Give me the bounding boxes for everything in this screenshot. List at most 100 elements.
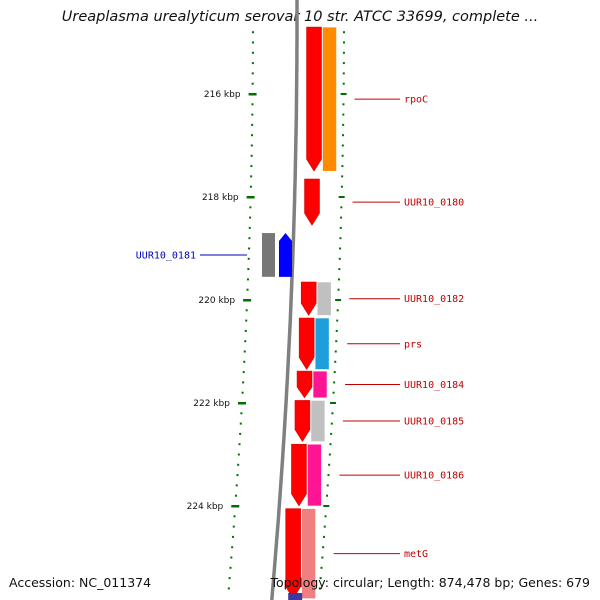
tick-mark bbox=[248, 247, 251, 250]
map-title: Ureaplasma urealyticum serovar 10 str. A… bbox=[61, 9, 539, 25]
tick-mark bbox=[319, 577, 322, 580]
tick-mark bbox=[231, 546, 234, 549]
tick-mark bbox=[243, 360, 246, 363]
gene-label-UUR10_0185[interactable]: UUR10_0185 bbox=[404, 417, 464, 428]
gene-label-UUR10_0186[interactable]: UUR10_0186 bbox=[404, 471, 464, 482]
tick-label-224: 224 kbp bbox=[187, 502, 224, 512]
tick-mark bbox=[341, 165, 344, 168]
gene-label-UUR10_0184[interactable]: UUR10_0184 bbox=[404, 380, 464, 391]
tick-mark bbox=[248, 226, 251, 229]
tick-mark bbox=[245, 309, 248, 312]
tick-mark bbox=[233, 515, 236, 518]
gene-UUR10_0182-arrow[interactable] bbox=[300, 281, 317, 316]
tick-mark bbox=[333, 381, 336, 384]
gene-UUR10_0181-arrow[interactable] bbox=[279, 233, 292, 277]
tick-mark bbox=[336, 309, 339, 312]
gene-rpoC-arrow[interactable] bbox=[306, 26, 322, 172]
tick-label-218: 218 kbp bbox=[202, 193, 239, 203]
tick-mark bbox=[339, 226, 342, 229]
tick-mark bbox=[326, 484, 329, 487]
tick-mark bbox=[239, 422, 242, 425]
tick-mark bbox=[338, 196, 345, 198]
gene-prs-cog-block bbox=[314, 317, 330, 370]
tick-mark bbox=[328, 463, 331, 466]
tick-mark bbox=[336, 319, 339, 322]
major-tick bbox=[243, 299, 252, 302]
tick-mark bbox=[330, 422, 333, 425]
tick-mark bbox=[342, 113, 345, 116]
tick-mark bbox=[337, 278, 340, 281]
tick-mark bbox=[251, 134, 254, 137]
tick-mark bbox=[242, 381, 245, 384]
gene-UUR10_0185-cog-block bbox=[310, 400, 326, 442]
tick-mark bbox=[322, 535, 325, 538]
tick-mark bbox=[342, 134, 345, 137]
tick-mark bbox=[251, 62, 254, 65]
tick-mark bbox=[250, 175, 253, 178]
accession-text: Accession: NC_011374 bbox=[9, 575, 152, 590]
gene-metG-cog-block bbox=[301, 508, 316, 600]
gene-UUR10_0185-arrow[interactable] bbox=[294, 400, 311, 443]
tick-mark bbox=[239, 432, 242, 435]
genome-info-text: Topology: circular; Length: 874,478 bp; … bbox=[270, 575, 591, 590]
tick-mark bbox=[238, 443, 241, 446]
tick-mark bbox=[232, 525, 235, 528]
tick-mark bbox=[341, 154, 344, 157]
tick-mark bbox=[241, 391, 244, 394]
tick-mark bbox=[323, 525, 326, 528]
tick-mark bbox=[243, 350, 246, 353]
gene-metG-arrow[interactable] bbox=[285, 508, 301, 600]
tick-mark bbox=[247, 268, 250, 271]
major-tick bbox=[246, 196, 255, 199]
tick-mark bbox=[251, 82, 254, 85]
tick-mark bbox=[249, 216, 252, 219]
tick-mark bbox=[340, 185, 343, 188]
tick-label-216: 216 kbp bbox=[204, 90, 241, 100]
tick-mark bbox=[338, 257, 341, 260]
tick-mark bbox=[235, 484, 238, 487]
tick-mark bbox=[235, 494, 238, 497]
gene-UUR10_0186-arrow[interactable] bbox=[291, 443, 307, 507]
tick-mark bbox=[340, 206, 343, 209]
tick-mark bbox=[237, 463, 240, 466]
tick-mark bbox=[231, 535, 234, 538]
tick-mark bbox=[249, 185, 252, 188]
tick-mark bbox=[342, 41, 345, 44]
gene-label-UUR10_0182[interactable]: UUR10_0182 bbox=[404, 294, 464, 305]
tick-mark bbox=[251, 51, 254, 54]
gene-UUR10_0184-arrow[interactable] bbox=[296, 370, 313, 399]
tick-mark bbox=[342, 72, 345, 75]
tick-mark bbox=[342, 82, 345, 85]
tick-mark bbox=[251, 41, 254, 44]
gene-label-metG[interactable]: metG bbox=[404, 549, 428, 560]
tick-mark bbox=[340, 216, 343, 219]
gene-UUR10_0180-arrow[interactable] bbox=[304, 178, 320, 226]
tick-mark bbox=[334, 350, 337, 353]
genome-backbone bbox=[270, 0, 299, 600]
gene-label-rpoC[interactable]: rpoC bbox=[404, 95, 428, 106]
tick-mark bbox=[249, 206, 252, 209]
gene-label-UUR10_0181[interactable]: UUR10_0181 bbox=[136, 250, 196, 261]
gene-UUR10_0181-cog-block bbox=[262, 233, 275, 277]
tick-mark bbox=[342, 31, 345, 34]
tick-mark bbox=[342, 103, 345, 106]
tick-mark bbox=[341, 175, 344, 178]
tick-label-220: 220 kbp bbox=[198, 296, 235, 306]
tick-mark bbox=[335, 299, 342, 301]
tick-mark bbox=[331, 412, 334, 415]
tick-mark bbox=[329, 443, 332, 446]
tick-mark bbox=[250, 144, 253, 147]
tick-mark bbox=[240, 412, 243, 415]
tick-mark bbox=[251, 31, 254, 34]
gene-prs-arrow[interactable] bbox=[298, 317, 315, 370]
tick-mark bbox=[227, 587, 230, 590]
tick-mark bbox=[229, 566, 232, 569]
tick-mark bbox=[341, 144, 344, 147]
tick-mark bbox=[320, 566, 323, 569]
gene-label-UUR10_0180[interactable]: UUR10_0180 bbox=[404, 198, 464, 209]
tick-mark bbox=[324, 515, 327, 518]
tick-mark bbox=[251, 123, 254, 126]
tick-mark bbox=[328, 453, 331, 456]
gene-label-prs[interactable]: prs bbox=[404, 339, 422, 350]
